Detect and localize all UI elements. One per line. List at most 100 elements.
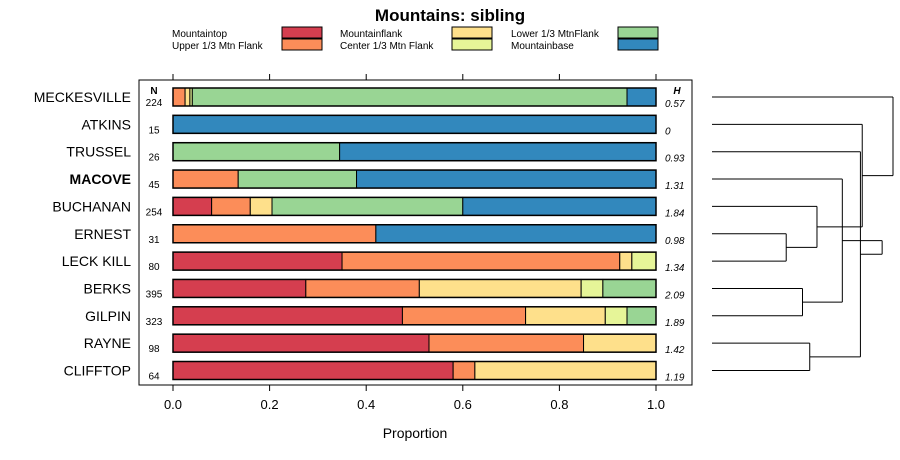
- legend-swatch-upper-1-3-mtn-flank: [281, 38, 323, 51]
- n-value-gilpin: 323: [146, 317, 163, 328]
- legend-swatch-mountainflank: [451, 26, 493, 39]
- site-label-gilpin: GILPIN: [85, 308, 131, 324]
- bar-berks-center-1-3-mtn-flank: [580, 278, 604, 298]
- n-value-meckesville: 224: [146, 98, 163, 109]
- legend-label-mountainflank: Mountainflank: [340, 29, 403, 40]
- bar-buchanan-mountainflank: [249, 196, 273, 216]
- plot-frame: [138, 79, 693, 386]
- x-tick-label: 1.0: [647, 397, 665, 412]
- bar-leck-kill-mountainflank: [619, 251, 633, 271]
- bar-ernest-mountainbase: [375, 224, 657, 244]
- bar-clifftop-upper-1-3-mtn-flank: [452, 361, 476, 380]
- n-value-buchanan: 254: [146, 207, 163, 218]
- site-label-trussel: TRUSSEL: [66, 144, 131, 160]
- h-value-clifftop: 1.19: [665, 373, 685, 384]
- bar-gilpin-mountaintop: [172, 306, 403, 326]
- n-value-ernest: 31: [148, 235, 160, 246]
- bar-outline-atkins: [172, 114, 657, 135]
- bar-buchanan-upper-1-3-mtn-flank: [211, 196, 251, 216]
- bar-outline-clifftop: [172, 360, 657, 381]
- dendrogram: [712, 96, 894, 371]
- h-value-trussel: 0.93: [665, 154, 685, 165]
- h-column-header: H: [673, 86, 681, 97]
- legend-label-center-1-3-mtn-flank: Center 1/3 Mtn Flank: [340, 41, 434, 52]
- x-tick-label: 0.4: [357, 397, 375, 412]
- bar-gilpin-mountainflank: [525, 306, 606, 326]
- bar-rows: MECKESVILLE 224 0.57 ATKINS 15 0 TRUSSEL 26 0.93…: [34, 87, 685, 384]
- h-value-buchanan: 1.84: [665, 208, 685, 219]
- n-value-macove: 45: [148, 180, 160, 191]
- bar-buchanan-mountainbase: [462, 196, 657, 216]
- site-label-ernest: ERNEST: [74, 226, 131, 242]
- bar-outline-buchanan: [172, 196, 657, 217]
- bar-meckesville-mountainbase: [626, 87, 657, 107]
- site-label-buchanan: BUCHANAN: [52, 198, 131, 214]
- n-value-clifftop: 64: [148, 372, 160, 383]
- n-column-header: N: [150, 86, 157, 97]
- bar-gilpin-lower-1-3-mtnflank: [626, 306, 657, 326]
- site-label-meckesville: MECKESVILLE: [34, 89, 131, 105]
- h-value-gilpin: 1.89: [665, 318, 685, 329]
- x-tick-label: 0.0: [164, 397, 182, 412]
- n-value-atkins: 15: [148, 125, 160, 136]
- legend-label-upper-1-3-mtn-flank: Upper 1/3 Mtn Flank: [172, 41, 264, 52]
- bar-outline-meckesville: [172, 87, 657, 107]
- n-value-rayne: 98: [148, 344, 160, 355]
- legend-label-lower-1-3-mtnflank: Lower 1/3 MtnFlank: [511, 29, 600, 40]
- x-tick-label: 0.2: [261, 397, 279, 412]
- n-value-leck-kill: 80: [148, 262, 160, 273]
- bar-macove-mountainbase: [356, 169, 657, 189]
- bar-leck-kill-upper-1-3-mtn-flank: [341, 251, 621, 271]
- bar-rayne-mountainflank: [583, 333, 657, 353]
- legend-swatch-center-1-3-mtn-flank: [451, 38, 493, 51]
- bar-gilpin-center-1-3-mtn-flank: [604, 306, 628, 326]
- bar-meckesville-mountainflank: [184, 87, 191, 107]
- bar-outline-gilpin: [172, 306, 657, 326]
- n-value-trussel: 26: [148, 153, 160, 164]
- bar-berks-mountaintop: [172, 278, 307, 298]
- bar-buchanan-lower-1-3-mtnflank: [271, 196, 464, 216]
- bar-meckesville-upper-1-3-mtn-flank: [172, 87, 186, 107]
- bar-berks-lower-1-3-mtnflank: [602, 278, 657, 298]
- site-label-berks: BERKS: [84, 280, 131, 296]
- bar-trussel-lower-1-3-mtnflank: [172, 142, 341, 162]
- bar-outline-ernest: [172, 224, 657, 244]
- bar-meckesville-lower-1-3-mtnflank: [191, 87, 628, 107]
- bar-ernest-upper-1-3-mtn-flank: [172, 224, 377, 244]
- site-label-rayne: RAYNE: [84, 335, 131, 351]
- bar-rayne-mountaintop: [172, 333, 430, 353]
- legend-swatch-mountainbase: [617, 38, 659, 51]
- bar-outline-berks: [172, 278, 657, 299]
- chart-title: Mountains: sibling: [375, 6, 525, 25]
- bar-trussel-mountainbase: [339, 142, 657, 162]
- bar-leck-kill-center-1-3-mtn-flank: [631, 251, 657, 271]
- h-value-meckesville: 0.57: [665, 99, 685, 110]
- site-label-macove: MACOVE: [70, 171, 131, 187]
- bar-outline-macove: [172, 169, 657, 189]
- bar-outline-rayne: [172, 333, 657, 353]
- x-axis-label: Proportion: [383, 425, 448, 441]
- x-tick-label: 0.8: [550, 397, 568, 412]
- x-tick-label: 0.6: [454, 397, 472, 412]
- bar-berks-mountainflank: [418, 278, 582, 298]
- bar-clifftop-mountaintop: [172, 361, 454, 380]
- h-value-atkins: 0: [665, 126, 671, 137]
- site-label-clifftop: CLIFFTOP: [64, 363, 131, 379]
- bar-leck-kill-mountaintop: [172, 251, 343, 271]
- site-label-leck-kill: LECK KILL: [62, 253, 131, 269]
- bar-macove-upper-1-3-mtn-flank: [172, 169, 239, 189]
- bar-rayne-upper-1-3-mtn-flank: [428, 333, 585, 353]
- bar-berks-upper-1-3-mtn-flank: [305, 278, 420, 298]
- legend-label-mountaintop: Mountaintop: [172, 29, 227, 40]
- bar-gilpin-upper-1-3-mtn-flank: [401, 306, 527, 326]
- h-value-leck-kill: 1.34: [665, 263, 685, 274]
- h-value-berks: 2.09: [664, 290, 685, 301]
- legend-swatch-lower-1-3-mtnflank: [617, 26, 659, 39]
- legend-swatch-mountaintop: [281, 26, 323, 39]
- h-value-ernest: 0.98: [665, 236, 685, 247]
- bar-clifftop-mountainflank: [474, 361, 657, 380]
- h-value-rayne: 1.42: [665, 345, 685, 356]
- bar-macove-lower-1-3-mtnflank: [237, 169, 358, 189]
- bar-outline-trussel: [172, 141, 657, 162]
- bar-atkins-mountainbase: [172, 114, 657, 134]
